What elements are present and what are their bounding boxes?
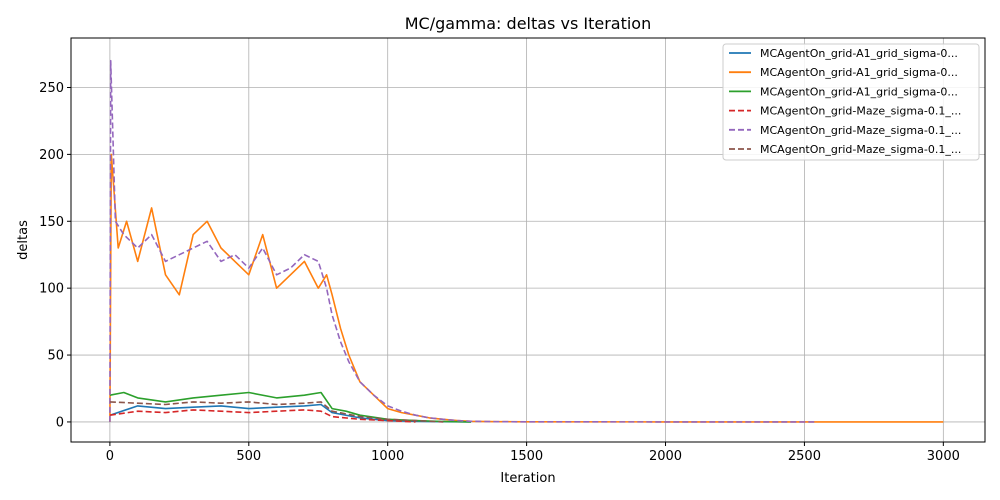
legend-entry-label: MCAgentOn_grid-Maze_sigma-0.1_... [760, 143, 961, 156]
y-axis-label: deltas [16, 220, 31, 260]
x-tick-label: 2000 [649, 449, 682, 464]
x-tick-label: 1000 [371, 449, 404, 464]
legend: MCAgentOn_grid-A1_grid_sigma-0... MCAgent… [722, 43, 980, 161]
x-tick-label: 0 [106, 449, 114, 464]
series-lines [109, 59, 944, 423]
legend-entry-label: MCAgentOn_grid-A1_grid_sigma-0... [760, 66, 958, 79]
legend-entry-label: MCAgentOn_grid-A1_grid_sigma-0... [760, 47, 958, 60]
y-tick-label: 150 [39, 215, 64, 230]
series-line-6 [109, 401, 444, 423]
y-tick-label: 100 [39, 282, 64, 297]
y-axis-ticks: 0 50 100 150 200 250 [39, 81, 71, 430]
chart-title: MC/gamma: deltas vs Iteration [405, 14, 651, 33]
x-axis-label: Iteration [500, 471, 555, 486]
legend-entry-label: MCAgentOn_grid-Maze_sigma-0.1_... [760, 124, 961, 137]
plot-frame [70, 37, 986, 443]
y-tick-label: 200 [39, 148, 64, 163]
x-tick-label: 3000 [927, 449, 960, 464]
x-axis-ticks: 0 500 1000 1500 2000 2500 3000 [106, 442, 960, 464]
y-tick-label: 250 [39, 81, 64, 96]
y-tick-label: 0 [56, 415, 64, 430]
legend-box [722, 43, 980, 161]
series-line-5 [109, 59, 816, 423]
legend-entry-label: MCAgentOn_grid-A1_grid_sigma-0... [760, 85, 958, 98]
series-line-4 [109, 409, 416, 423]
y-tick-label: 50 [47, 349, 64, 364]
x-tick-label: 1500 [510, 449, 543, 464]
legend-entry-label: MCAgentOn_grid-Maze_sigma-0.1_... [760, 105, 961, 118]
x-tick-label: 500 [236, 449, 261, 464]
x-tick-label: 2500 [788, 449, 821, 464]
